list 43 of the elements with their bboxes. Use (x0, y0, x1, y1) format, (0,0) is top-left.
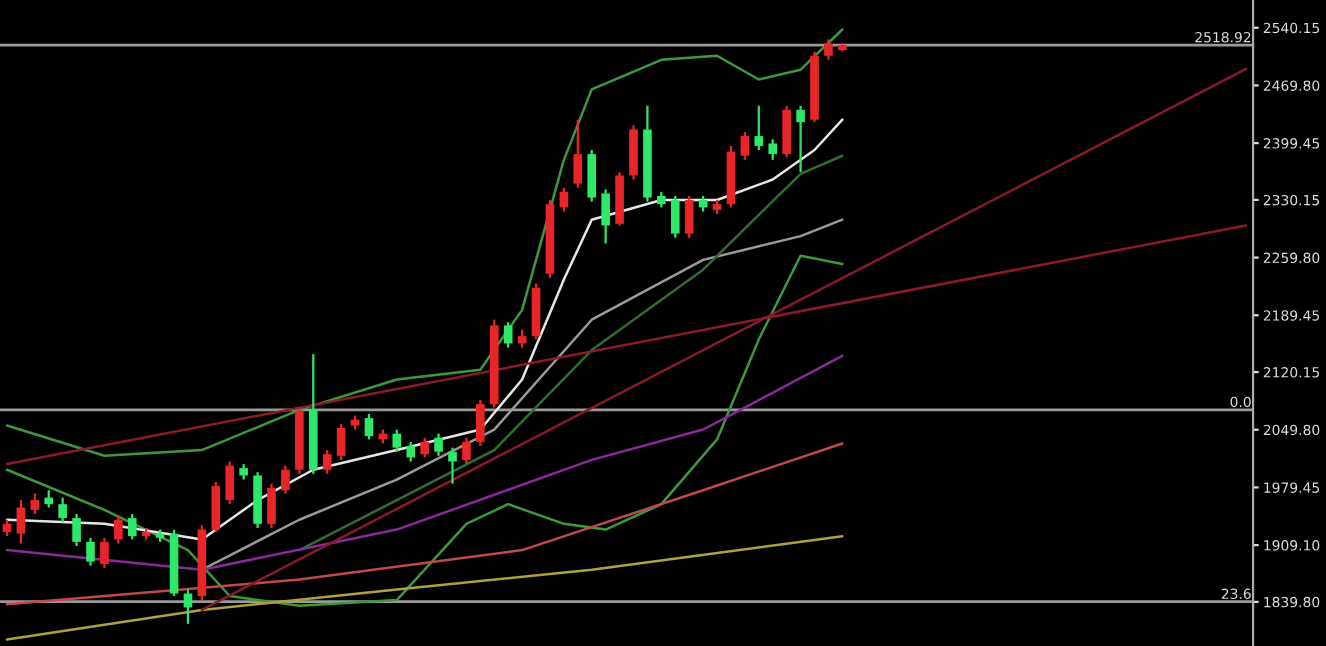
candlestick (754, 104, 764, 152)
candlestick (16, 498, 26, 545)
candlestick (448, 446, 457, 485)
candlestick (476, 398, 485, 448)
candlestick (740, 130, 750, 161)
candlestick (100, 536, 109, 570)
candlestick (587, 148, 597, 203)
candlestick (670, 194, 680, 239)
candlestick (796, 104, 805, 174)
candlestick (364, 412, 374, 441)
candlestick (601, 188, 610, 245)
candlestick (824, 38, 833, 61)
candlestick (684, 194, 694, 239)
candlestick (211, 480, 221, 534)
candlestick (392, 428, 402, 453)
line-series (5, 354, 844, 572)
candlestick (503, 321, 513, 349)
candlestick (434, 432, 443, 457)
candlestick (72, 512, 81, 548)
candlestick (281, 464, 290, 495)
candlestick (30, 492, 40, 516)
candlestick (406, 440, 416, 463)
candlestick (573, 118, 583, 189)
candlestick (782, 104, 791, 159)
line-series (5, 28, 844, 458)
candlestick (322, 448, 332, 475)
candlestick (127, 512, 137, 541)
candlestick (559, 186, 569, 213)
line-series (5, 442, 844, 606)
line-series (5, 254, 844, 608)
candlestick (86, 536, 95, 567)
candlestick (420, 436, 429, 459)
line-series (5, 118, 844, 541)
candlestick (462, 436, 471, 466)
candlestick (114, 514, 123, 545)
candlestick (768, 138, 778, 161)
candlestick (629, 124, 638, 181)
candlestick (267, 482, 276, 530)
line-series (298, 154, 844, 552)
candlestick (336, 422, 346, 462)
candlestick (58, 496, 67, 524)
line-series (5, 534, 844, 641)
candlestick (225, 460, 235, 506)
